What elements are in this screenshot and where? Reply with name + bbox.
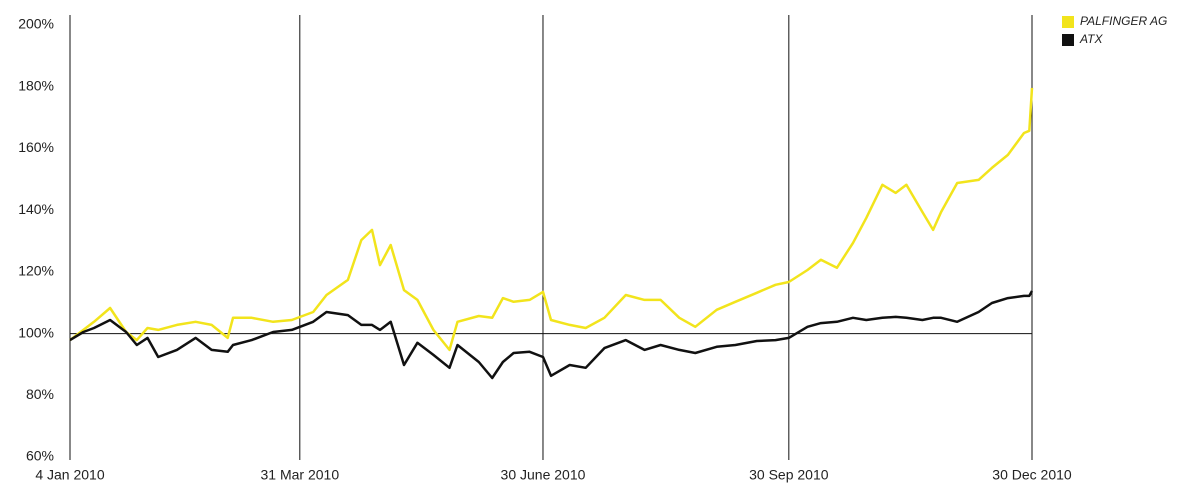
y-tick-label: 160% (18, 139, 54, 155)
y-tick-label: 120% (18, 263, 54, 279)
legend-swatch (1062, 34, 1074, 46)
x-tick-label: 31 Mar 2010 (261, 467, 340, 483)
y-tick-label: 200% (18, 16, 54, 32)
legend-label: PALFINGER AG (1080, 14, 1167, 28)
y-tick-label: 180% (18, 77, 54, 93)
legend-swatch (1062, 16, 1074, 28)
x-tick-label: 4 Jan 2010 (35, 467, 104, 483)
x-tick-label: 30 Dec 2010 (992, 467, 1072, 483)
series-line (69, 290, 1034, 380)
y-tick-label: 140% (18, 201, 54, 217)
y-tick-label: 100% (18, 324, 54, 340)
legend-label: ATX (1079, 32, 1103, 46)
x-tick-label: 30 June 2010 (501, 467, 586, 483)
y-tick-label: 60% (26, 448, 54, 464)
x-tick-label: 30 Sep 2010 (749, 467, 829, 483)
y-tick-label: 80% (26, 386, 54, 402)
series-line (69, 87, 1034, 352)
